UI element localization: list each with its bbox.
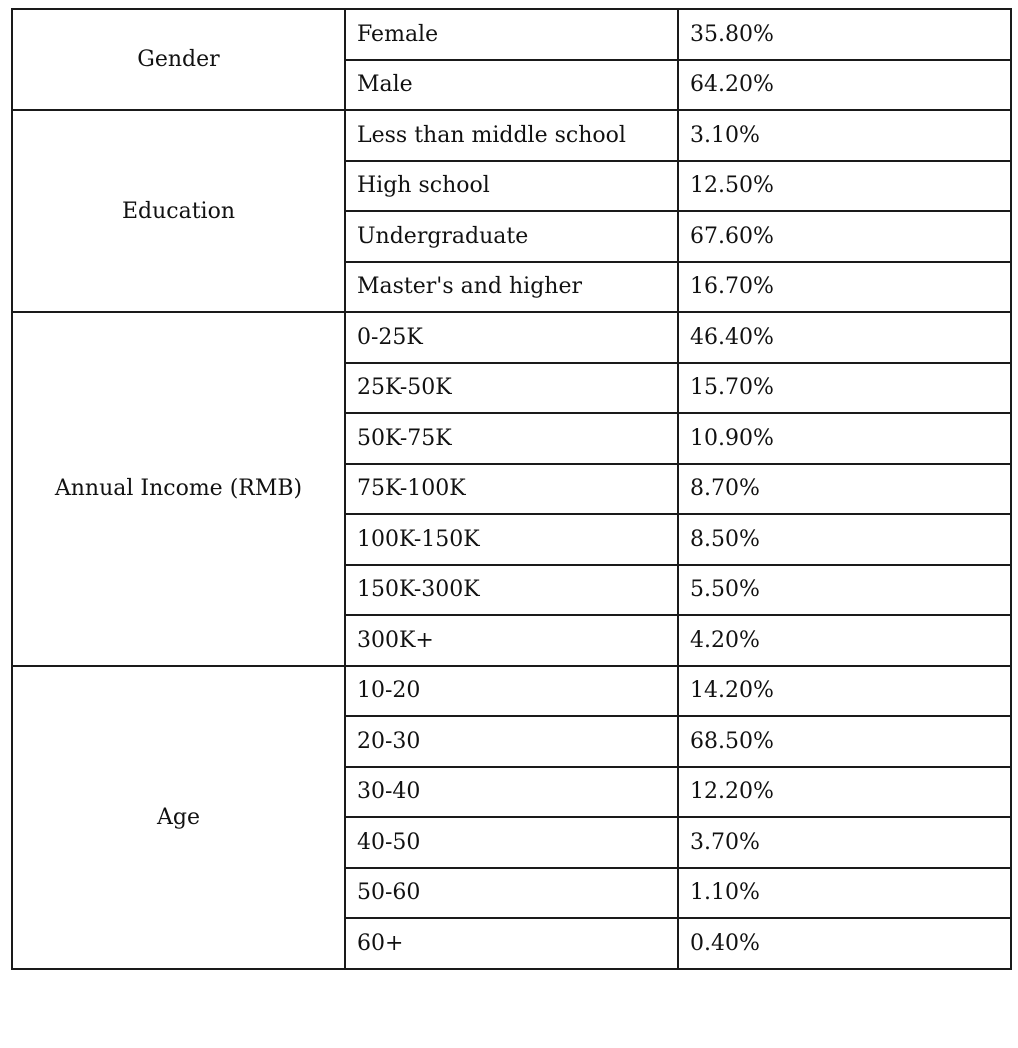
category-label: 300K+ bbox=[344, 614, 679, 667]
table-row: Gender Female 35.80% bbox=[11, 8, 1012, 111]
percentage-value: 10.90% bbox=[677, 412, 1012, 465]
category-label: Undergraduate bbox=[344, 210, 679, 263]
group-label: Annual Income (RMB) bbox=[11, 311, 346, 667]
category-label: 25K-50K bbox=[344, 361, 679, 414]
percentage-value: 68.50% bbox=[677, 715, 1012, 768]
table-row: 75K-100K 8.70% bbox=[12, 462, 1012, 515]
table-row: 50K-75K 10.90% bbox=[12, 412, 1012, 465]
category-label: 60+ bbox=[344, 917, 679, 970]
percentage-value: 3.70% bbox=[677, 816, 1012, 869]
category-label: 100K-150K bbox=[344, 513, 679, 566]
table-row: 20-30 68.50% bbox=[12, 715, 1012, 768]
category-label: 40-50 bbox=[344, 816, 679, 869]
percentage-value: 8.50% bbox=[677, 513, 1012, 566]
category-label: 0-25K bbox=[344, 311, 679, 364]
group-label: Gender bbox=[11, 8, 346, 111]
percentage-value: 4.20% bbox=[677, 614, 1012, 667]
percentage-value: 3.10% bbox=[677, 109, 1012, 162]
percentage-value: 14.20% bbox=[677, 664, 1012, 717]
percentage-value: 16.70% bbox=[677, 260, 1012, 313]
category-label: High school bbox=[344, 159, 679, 212]
category-label: 50-60 bbox=[344, 866, 679, 919]
category-label: 20-30 bbox=[344, 715, 679, 768]
table-row: 25K-50K 15.70% bbox=[12, 361, 1012, 414]
table-row: 300K+ 4.20% bbox=[12, 614, 1012, 667]
category-label: Master's and higher bbox=[344, 260, 679, 313]
table-row: 60+ 0.40% bbox=[12, 917, 1012, 970]
category-label: Male bbox=[344, 58, 679, 111]
table-row: 30-40 12.20% bbox=[12, 765, 1012, 818]
demographics-table: Gender Female 35.80% Male 64.20% Education Les… bbox=[11, 8, 1012, 970]
table-row: Master's and higher 16.70% bbox=[12, 260, 1012, 313]
table-row: Annual Income (RMB) 0-25K 46.40% bbox=[11, 311, 1012, 667]
demographics-table-body: Gender Female 35.80% Male 64.20% Education Les… bbox=[11, 8, 1012, 970]
percentage-value: 0.40% bbox=[677, 917, 1012, 970]
table-row: Education Less than middle school 3.10% bbox=[11, 109, 1012, 313]
percentage-value: 8.70% bbox=[677, 462, 1012, 515]
category-label: 50K-75K bbox=[344, 412, 679, 465]
table-row: 40-50 3.70% bbox=[12, 816, 1012, 869]
table-row: 50-60 1.10% bbox=[12, 866, 1012, 919]
percentage-value: 67.60% bbox=[677, 210, 1012, 263]
percentage-value: 5.50% bbox=[677, 563, 1012, 616]
table-row: Undergraduate 67.60% bbox=[12, 210, 1012, 263]
percentage-value: 12.20% bbox=[677, 765, 1012, 818]
table-row: Male 64.20% bbox=[12, 58, 1012, 111]
table-row: Age 10-20 14.20% bbox=[11, 664, 1012, 970]
group-label: Age bbox=[11, 664, 346, 970]
group-label: Education bbox=[11, 109, 346, 313]
category-label: 30-40 bbox=[344, 765, 679, 818]
table-row: 100K-150K 8.50% bbox=[12, 513, 1012, 566]
category-label: Female bbox=[344, 8, 679, 61]
percentage-value: 12.50% bbox=[677, 159, 1012, 212]
category-label: 150K-300K bbox=[344, 563, 679, 616]
category-label: 10-20 bbox=[344, 664, 679, 717]
percentage-value: 46.40% bbox=[677, 311, 1012, 364]
category-label: 75K-100K bbox=[344, 462, 679, 515]
category-label: Less than middle school bbox=[344, 109, 679, 162]
table-row: 150K-300K 5.50% bbox=[12, 563, 1012, 616]
percentage-value: 64.20% bbox=[677, 58, 1012, 111]
percentage-value: 15.70% bbox=[677, 361, 1012, 414]
table-row: High school 12.50% bbox=[12, 159, 1012, 212]
percentage-value: 1.10% bbox=[677, 866, 1012, 919]
percentage-value: 35.80% bbox=[677, 8, 1012, 61]
